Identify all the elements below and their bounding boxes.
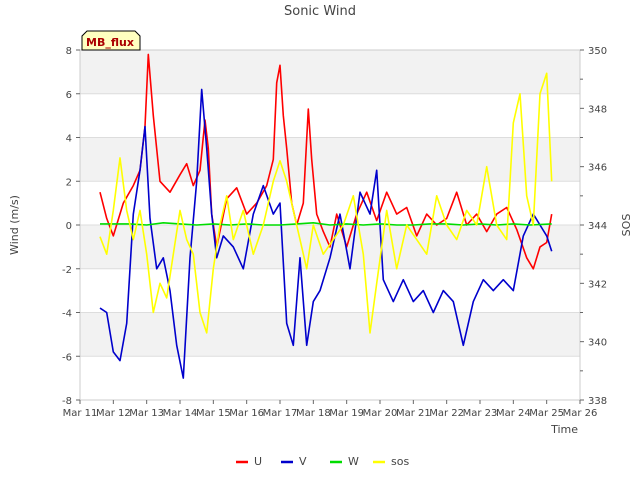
x-tick-label: Mar 12 — [96, 408, 131, 419]
x-tick-label: Mar 22 — [429, 408, 464, 419]
y2-axis-label: SOS — [620, 214, 633, 237]
band — [80, 312, 580, 357]
y2-tick-label: 344 — [588, 221, 607, 232]
x-tick-label: Mar 16 — [229, 408, 264, 419]
y2-tick-label: 350 — [588, 46, 607, 57]
badge-label: MB_flux — [86, 36, 134, 49]
y-tick-label: 2 — [66, 177, 72, 188]
x-tick-label: Mar 23 — [463, 408, 498, 419]
band — [80, 181, 580, 225]
y-tick-label: -2 — [62, 265, 72, 276]
y2-tick-label: 338 — [588, 396, 607, 407]
x-tick-label: Mar 24 — [496, 408, 531, 419]
x-tick-label: Mar 11 — [63, 408, 98, 419]
y2-tick-label: 342 — [588, 279, 607, 290]
series-line-v — [99, 88, 553, 379]
x-tick-label: Mar 20 — [363, 408, 398, 419]
x-tick-label: Mar 26 — [563, 408, 598, 419]
series-line-w — [100, 222, 552, 226]
y-tick-label: 4 — [66, 134, 72, 145]
y2-tick-label: 346 — [588, 163, 607, 174]
legend-label-w: W — [348, 455, 359, 468]
band — [80, 50, 580, 94]
x-tick-label: Mar 14 — [163, 408, 198, 419]
band — [80, 137, 580, 182]
y-axis-label: Wind (m/s) — [8, 195, 21, 255]
y2-tick-label: 340 — [588, 338, 607, 349]
legend-label-sos: sos — [391, 455, 409, 468]
y-tick-label: -4 — [62, 309, 72, 320]
y-tick-label: 8 — [66, 46, 72, 57]
x-tick-label: Mar 19 — [329, 408, 364, 419]
chart-title: Sonic Wind — [284, 4, 356, 19]
x-tick-label: Mar 18 — [296, 408, 331, 419]
y-tick-label: 6 — [66, 90, 72, 101]
y2-tick-label: 348 — [588, 104, 607, 115]
site-badge: MB_flux — [81, 30, 141, 51]
y-tick-label: -6 — [62, 352, 72, 363]
x-tick-label: Mar 25 — [529, 408, 564, 419]
y-axis-left: -8 -6 -4 -2 0 2 4 6 8 — [62, 46, 80, 407]
y-axis-right: 338 340 342 344 346 348 350 — [580, 46, 607, 407]
series-lines — [99, 53, 553, 379]
legend-label-u: U — [254, 455, 262, 468]
band — [80, 93, 580, 138]
legend-label-v: V — [299, 455, 307, 468]
band — [80, 356, 580, 400]
x-tick-label: Mar 21 — [396, 408, 431, 419]
x-axis-label: Time — [550, 423, 578, 436]
x-tick-label: Mar 17 — [263, 408, 298, 419]
series-line-sos — [99, 72, 553, 334]
x-tick-label: Mar 15 — [196, 408, 231, 419]
y-tick-label: 0 — [66, 221, 72, 232]
background-bands — [80, 50, 580, 400]
badge-shape — [81, 30, 141, 51]
x-tick-label: Mar 13 — [129, 408, 164, 419]
y-tick-label: -8 — [62, 396, 72, 407]
